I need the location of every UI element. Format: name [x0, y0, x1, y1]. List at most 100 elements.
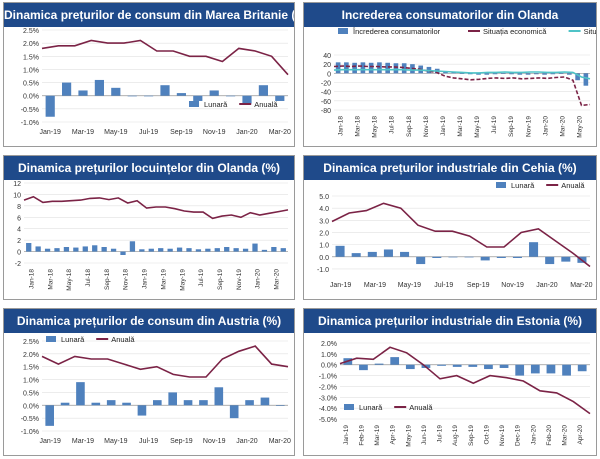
bar — [393, 63, 399, 74]
bar — [517, 73, 523, 75]
x-tick-label: Mar-20 — [274, 269, 281, 290]
bar — [530, 364, 540, 374]
x-tick-label: Jan-20 — [255, 269, 262, 289]
bar — [496, 256, 506, 258]
x-tick-label: Mar-18 — [355, 116, 362, 137]
bar — [542, 73, 547, 75]
x-tick-label: Jan-19 — [330, 282, 352, 289]
x-tick-label: May-20 — [576, 116, 583, 138]
x-tick-label: Jan-19 — [343, 425, 350, 445]
bar — [45, 95, 55, 117]
x-tick-label: Mar-20 — [570, 282, 592, 289]
bar — [82, 246, 88, 252]
x-tick-label: Jan-18 — [28, 269, 35, 289]
y-tick-label: 0.5% — [23, 390, 39, 397]
bar — [111, 87, 121, 96]
bar — [452, 364, 462, 367]
bar — [275, 95, 285, 101]
x-tick-label: Jan-20 — [236, 129, 258, 136]
y-tick-label: -1.0% — [21, 120, 39, 127]
y-tick-label: 6 — [17, 215, 21, 222]
bar — [91, 402, 101, 406]
bar — [261, 249, 268, 252]
chart-panel-ee-ppi: Dinamica prețurilor industriale din Esto… — [303, 308, 597, 456]
bar — [451, 72, 457, 74]
bar — [360, 62, 366, 74]
y-tick-label: 1.5% — [23, 54, 39, 61]
x-tick-label: Mar-20 — [269, 438, 291, 445]
y-tick-label: 2.5% — [23, 339, 39, 346]
bar — [276, 405, 285, 406]
bar — [405, 364, 415, 370]
y-tick-label: 2.0 — [319, 230, 329, 237]
x-tick-label: Sep-19 — [467, 282, 490, 289]
legend-swatch — [344, 404, 354, 410]
bar — [558, 73, 564, 74]
legend-label: Lunară — [511, 181, 535, 190]
bar — [577, 364, 587, 372]
bar — [383, 249, 393, 257]
x-tick-label: Jun-19 — [421, 425, 428, 445]
x-tick-label: Jul-19 — [139, 129, 158, 136]
legend-label: Lunară — [204, 100, 228, 109]
y-tick-label: 2 — [17, 238, 21, 245]
y-tick-label: 1.0% — [321, 352, 337, 359]
uk-cpi-chart: -1.0% -0.5% 0.0% 0.5% 1.0% 1.5% 2.0% 2.5% Jan-19… — [21, 28, 291, 136]
x-tick-label: Jul-19 — [434, 282, 453, 289]
y-tick-label: 10 — [13, 192, 21, 199]
x-tick-label: Jul-19 — [437, 425, 444, 443]
y-tick-label: -60 — [321, 99, 331, 106]
bar — [529, 242, 539, 257]
x-tick-label: Mar-20 — [269, 129, 291, 136]
x-tick-label: Jul-19 — [198, 269, 205, 287]
bar — [186, 248, 192, 252]
bar — [335, 245, 345, 257]
x-tick-label: Sep-19 — [217, 269, 224, 290]
y-tick-label: -0.5% — [21, 107, 39, 114]
chart-panel-cz-ppi: Dinamica prețurilor industriale din Cehi… — [303, 155, 597, 300]
x-tick-label: Jan-19 — [142, 269, 149, 289]
x-tick-label: Nov-18 — [423, 116, 430, 137]
bar — [168, 392, 177, 406]
bar — [464, 256, 474, 258]
x-tick-label: Mar-19 — [160, 269, 167, 290]
x-tick-label: Sep-19 — [170, 129, 193, 136]
bar — [122, 402, 131, 406]
bar — [54, 248, 60, 252]
y-tick-label: 20 — [323, 62, 331, 69]
x-tick-label: Jul-19 — [139, 438, 158, 445]
x-tick-label: Jan-18 — [338, 116, 345, 136]
y-tick-label: -1.0% — [319, 374, 337, 381]
x-tick-label: Apr-20 — [577, 425, 584, 445]
chart-title: Dinamica prețurilor industriale din Esto… — [304, 309, 596, 333]
x-tick-label: May-19 — [104, 438, 127, 445]
x-tick-label: Apr-19 — [390, 425, 397, 445]
x-tick-label: Nov-19 — [499, 425, 506, 446]
bar — [110, 248, 117, 252]
x-tick-label: Jan-19 — [39, 438, 61, 445]
y-tick-label: 8 — [17, 204, 21, 211]
x-tick-label: Jan-19 — [440, 116, 447, 136]
bar — [242, 95, 252, 104]
bar — [480, 256, 490, 261]
bar — [550, 73, 556, 75]
x-tick-label: May-19 — [104, 129, 127, 136]
x-tick-label: Oct-19 — [483, 425, 490, 445]
bar — [193, 95, 203, 101]
x-tick-label: Jan-20 — [530, 425, 537, 445]
bar — [167, 248, 173, 252]
bar — [492, 73, 498, 75]
y-tick-label: 1.0% — [23, 378, 39, 385]
bar — [120, 251, 126, 255]
bar — [512, 256, 522, 258]
bar — [73, 247, 79, 252]
bar — [160, 85, 170, 96]
bar — [94, 79, 104, 96]
bar — [26, 243, 32, 252]
x-tick-label: Feb-19 — [358, 425, 365, 446]
series-line — [333, 65, 591, 107]
bar — [534, 73, 539, 75]
bar — [127, 95, 137, 97]
bar — [484, 73, 490, 75]
legend-label: Situația financiară — [584, 27, 596, 36]
